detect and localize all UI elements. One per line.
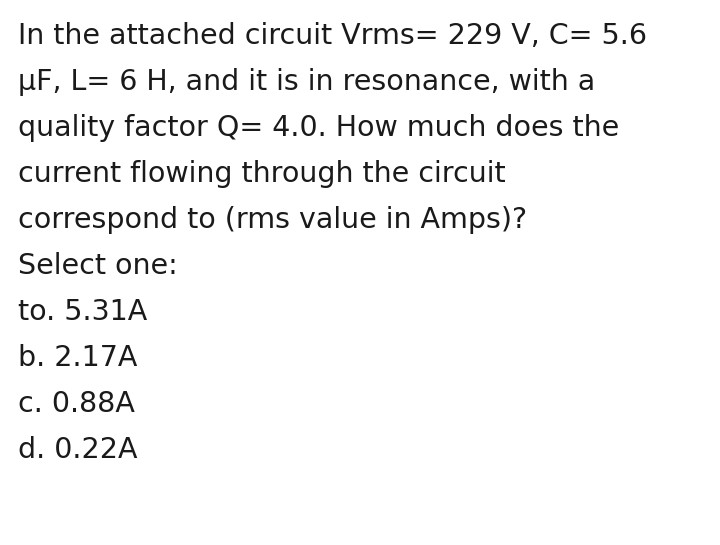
Text: correspond to (rms value in Amps)?: correspond to (rms value in Amps)?	[18, 206, 527, 234]
Text: to. 5.31A: to. 5.31A	[18, 298, 148, 326]
Text: d. 0.22A: d. 0.22A	[18, 436, 138, 464]
Text: b. 2.17A: b. 2.17A	[18, 344, 138, 372]
Text: Select one:: Select one:	[18, 252, 178, 280]
Text: quality factor Q= 4.0. How much does the: quality factor Q= 4.0. How much does the	[18, 114, 619, 142]
Text: c. 0.88A: c. 0.88A	[18, 390, 135, 418]
Text: current flowing through the circuit: current flowing through the circuit	[18, 160, 505, 188]
Text: μF, L= 6 H, and it is in resonance, with a: μF, L= 6 H, and it is in resonance, with…	[18, 68, 595, 96]
Text: In the attached circuit Vrms= 229 V, C= 5.6: In the attached circuit Vrms= 229 V, C= …	[18, 22, 647, 50]
